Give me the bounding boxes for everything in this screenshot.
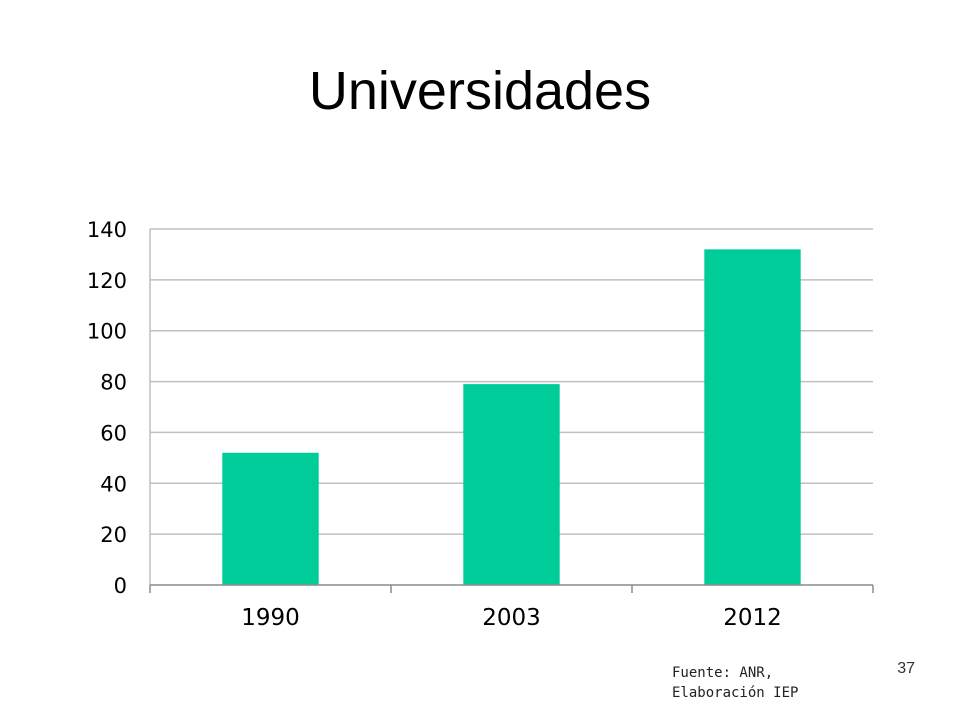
y-tick-label: 20: [100, 523, 127, 547]
y-tick-label: 80: [100, 371, 127, 395]
y-tick-label: 100: [87, 320, 127, 344]
x-tick-label: 2012: [723, 605, 782, 631]
bar-2012: [704, 249, 801, 586]
x-tick-label: 1990: [241, 605, 300, 631]
x-tick-label: 2003: [482, 605, 541, 631]
source-line-2: Elaboración IEP: [672, 685, 799, 701]
bar-2003: [463, 384, 560, 585]
axes: [149, 229, 874, 593]
y-tick-label: 140: [87, 218, 127, 242]
slide-number: 37: [897, 660, 915, 677]
bar-1990: [222, 452, 319, 585]
source-note: Fuente: ANR, Elaboración IEP: [672, 663, 798, 703]
slide-title: Universidades: [308, 61, 652, 121]
tick-labels: 0 20 40 60 80 100 120 140 1990 2003 2012: [87, 218, 782, 631]
bars: [222, 249, 801, 586]
y-tick-label: 40: [100, 472, 127, 496]
y-tick-label: 120: [87, 269, 127, 293]
y-tick-label: 0: [114, 574, 127, 598]
y-tick-label: 60: [100, 421, 127, 445]
source-line-1: Fuente: ANR,: [672, 665, 774, 681]
